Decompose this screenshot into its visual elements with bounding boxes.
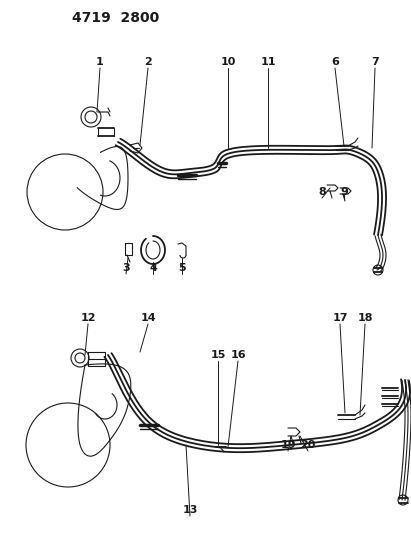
Text: 7: 7 xyxy=(371,57,379,67)
Text: 10: 10 xyxy=(220,57,236,67)
Text: 19: 19 xyxy=(280,440,296,450)
Text: 17: 17 xyxy=(332,313,348,323)
Text: 4: 4 xyxy=(149,263,157,273)
Text: 13: 13 xyxy=(182,505,198,515)
Text: 4719  2800: 4719 2800 xyxy=(72,11,159,25)
Text: 3: 3 xyxy=(122,263,130,273)
Text: 16: 16 xyxy=(230,350,246,360)
Text: 11: 11 xyxy=(260,57,276,67)
Text: 14: 14 xyxy=(140,313,156,323)
Text: 20: 20 xyxy=(300,440,316,450)
Text: 2: 2 xyxy=(144,57,152,67)
Text: 15: 15 xyxy=(210,350,226,360)
Text: 5: 5 xyxy=(178,263,186,273)
Text: 8: 8 xyxy=(318,187,326,197)
Text: 9: 9 xyxy=(340,187,348,197)
Text: 18: 18 xyxy=(357,313,373,323)
Text: 12: 12 xyxy=(80,313,96,323)
Text: 6: 6 xyxy=(331,57,339,67)
Text: 1: 1 xyxy=(96,57,104,67)
